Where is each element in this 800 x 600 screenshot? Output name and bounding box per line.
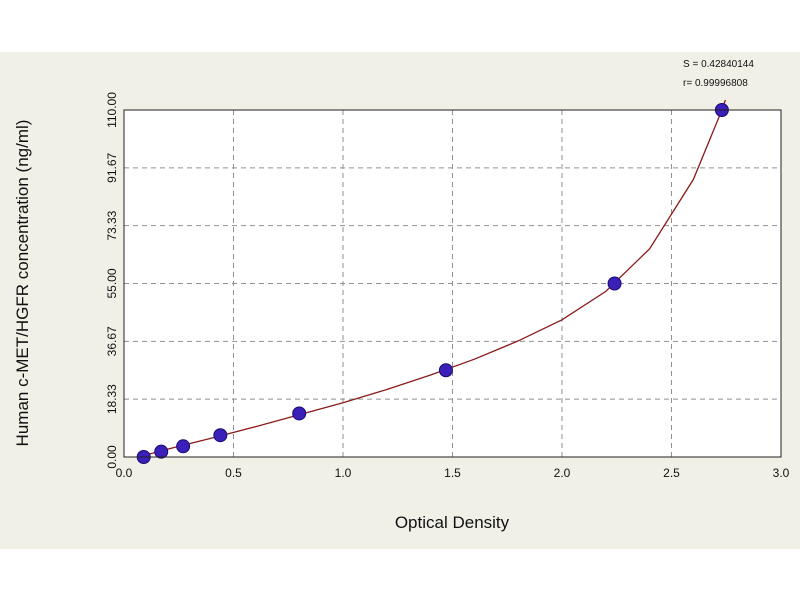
- y-tick-label: 18.33: [105, 384, 119, 414]
- stat-s-value: S = 0.42840144: [683, 59, 754, 70]
- data-point: [176, 439, 191, 454]
- y-tick-label: 73.33: [105, 210, 119, 240]
- data-point: [154, 444, 169, 459]
- x-tick-label: 1.0: [335, 466, 352, 480]
- x-tick-label: 0.5: [225, 466, 242, 480]
- fit-curve-group: [135, 100, 727, 457]
- data-point: [438, 363, 453, 378]
- data-point: [292, 406, 307, 421]
- x-tick-label: 2.5: [663, 466, 680, 480]
- x-tick-label: 2.0: [554, 466, 571, 480]
- chart-svg: 0.0 0.5 1.0 1.5 2.0 2.5 3.0 0.00 18.33 36.67 55.0…: [13, 59, 790, 532]
- y-tick-label: 0.00: [105, 445, 119, 469]
- chart-frame: 0.0 0.5 1.0 1.5 2.0 2.5 3.0 0.00 18.33 36.67 55.0…: [0, 52, 800, 549]
- fit-curve: [135, 100, 727, 457]
- plot-border: [123, 109, 782, 458]
- x-tick-labels: 0.0 0.5 1.0 1.5 2.0 2.5 3.0: [116, 466, 790, 480]
- y-tick-labels: 0.00 18.33 36.67 55.00 73.33 91.67 110.00: [105, 92, 119, 469]
- y-tick-label: 91.67: [105, 152, 119, 182]
- y-axis-title: Human c-MET/HGFR concentration (ng/ml): [13, 120, 32, 447]
- y-tick-label: 110.00: [105, 92, 119, 128]
- y-tick-label: 55.00: [105, 268, 119, 298]
- y-tick-label: 36.67: [105, 326, 119, 356]
- x-tick-label: 1.5: [444, 466, 461, 480]
- stat-r-value: r= 0.99996808: [683, 78, 748, 89]
- x-tick-label: 0.0: [116, 466, 133, 480]
- x-tick-label: 3.0: [773, 466, 790, 480]
- grid-lines: [124, 110, 781, 457]
- data-point: [213, 428, 228, 443]
- data-point: [607, 276, 622, 291]
- x-axis-title: Optical Density: [395, 513, 510, 532]
